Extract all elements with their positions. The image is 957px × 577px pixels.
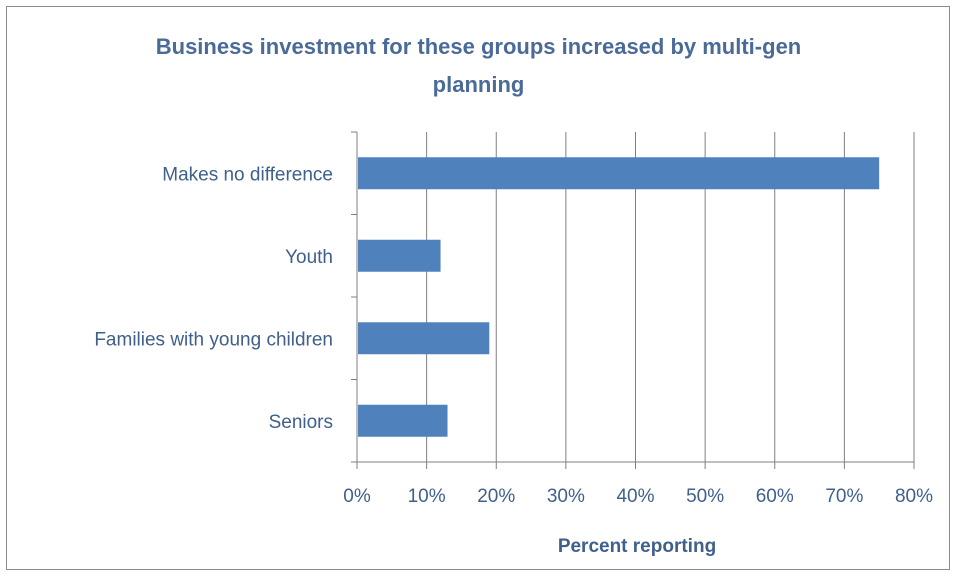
category-label: Seniors: [269, 412, 333, 433]
x-tick-label: 30%: [547, 486, 585, 507]
chart-title-line-2: planning: [432, 72, 525, 97]
chart-title: Business investment for these groups inc…: [0, 28, 957, 104]
bars: [358, 157, 880, 437]
x-tick-label: 0%: [343, 486, 371, 507]
x-tick-label: 60%: [756, 486, 794, 507]
x-tick-label: 70%: [825, 486, 863, 507]
x-tick-label: 50%: [686, 486, 724, 507]
x-axis-title: Percent reporting: [558, 536, 716, 557]
category-label: Makes no difference: [162, 164, 333, 185]
x-tick-label: 40%: [616, 486, 654, 507]
chart-frame: [6, 6, 950, 570]
category-label: Families with young children: [94, 329, 333, 350]
bar-families-with-young-children: [358, 322, 490, 355]
category-label: Youth: [285, 247, 333, 268]
chart-title-line-1: Business investment for these groups inc…: [155, 34, 802, 59]
axes: [351, 131, 915, 469]
bar-youth: [358, 239, 441, 272]
x-tick-label: 80%: [895, 486, 933, 507]
x-tick-label: 20%: [477, 486, 515, 507]
x-tick-labels: 0% 10% 20% 30% 40% 50% 60% 70% 80%: [343, 486, 933, 507]
bar-makes-no-difference: [358, 157, 880, 190]
category-labels: Makes no difference Youth Families with yo…: [94, 164, 333, 433]
x-tick-label: 10%: [408, 486, 446, 507]
bar-seniors: [358, 404, 448, 437]
